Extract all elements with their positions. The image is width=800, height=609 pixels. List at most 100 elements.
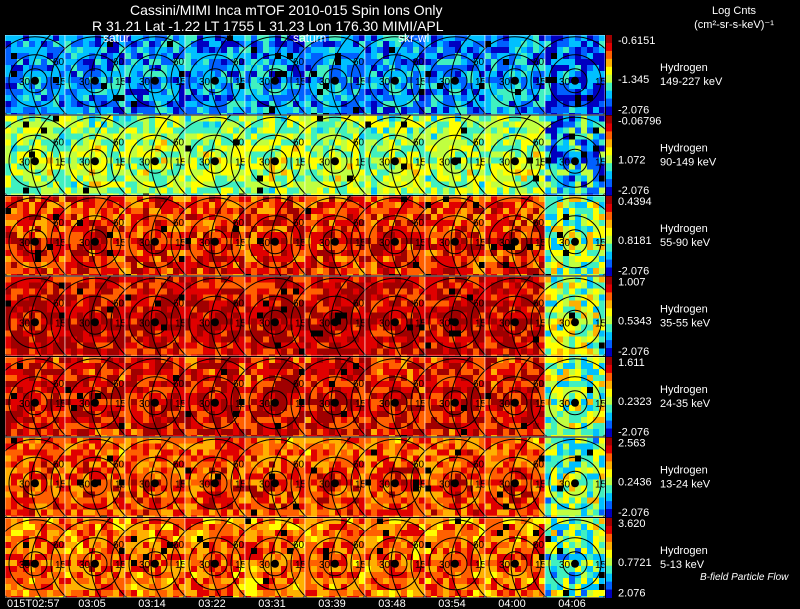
heatmap-cell bbox=[185, 238, 191, 244]
heatmap-cell bbox=[137, 113, 143, 115]
heatmap-cell bbox=[407, 65, 413, 71]
heatmap-cell bbox=[11, 157, 17, 164]
heatmap-cell bbox=[101, 163, 107, 170]
energy-band-row: 3060150306015030601503060150306015030601… bbox=[5, 115, 605, 195]
heatmap-cell bbox=[173, 294, 179, 301]
heatmap-cell bbox=[191, 238, 197, 244]
saturn-marker bbox=[31, 237, 39, 246]
heatmap-cell bbox=[107, 113, 113, 115]
heatmap-cell bbox=[317, 202, 323, 208]
heatmap-cell bbox=[461, 65, 467, 71]
heatmap-cell bbox=[65, 47, 71, 53]
heatmap-cell bbox=[71, 107, 77, 113]
heatmap-cell bbox=[41, 89, 47, 95]
heatmap-cell bbox=[197, 268, 203, 274]
heatmap-cell bbox=[359, 59, 365, 65]
heatmap-cell bbox=[53, 107, 59, 113]
heatmap-cell bbox=[395, 115, 401, 122]
heatmap-cell bbox=[485, 262, 491, 268]
heatmap-cell bbox=[311, 196, 317, 202]
heatmap-cell bbox=[503, 244, 509, 250]
heatmap-cell bbox=[47, 342, 53, 349]
heatmap-cell bbox=[173, 282, 179, 289]
heatmap-cell bbox=[131, 163, 137, 170]
heatmap-cell bbox=[131, 262, 137, 268]
heatmap-cell bbox=[341, 101, 347, 107]
heatmap-cell bbox=[53, 181, 59, 188]
heatmap-cell bbox=[407, 41, 413, 47]
pitch-angle-contour bbox=[510, 196, 531, 276]
heatmap-cell bbox=[227, 77, 233, 83]
heatmap-cell bbox=[221, 282, 227, 289]
saturn-marker bbox=[391, 76, 399, 85]
heatmap-cell bbox=[365, 65, 371, 71]
contour-level-label: 30 bbox=[199, 77, 211, 88]
heatmap-cell bbox=[383, 83, 389, 89]
heatmap-cell bbox=[17, 226, 23, 232]
heatmap-cell bbox=[197, 226, 203, 232]
heatmap-cell bbox=[467, 163, 473, 170]
heatmap-cell bbox=[89, 244, 95, 250]
heatmap-cell bbox=[161, 77, 167, 83]
heatmap-cell bbox=[485, 181, 491, 188]
heatmap-cell bbox=[359, 95, 365, 101]
heatmap-cell bbox=[11, 163, 17, 170]
heatmap-cell bbox=[401, 262, 407, 268]
heatmap-cell bbox=[83, 101, 89, 107]
heatmap-cell bbox=[173, 89, 179, 95]
heatmap-cell bbox=[119, 35, 125, 41]
heatmap-cell bbox=[11, 151, 17, 158]
heatmap-cell bbox=[227, 65, 233, 71]
heatmap-cell bbox=[209, 41, 215, 47]
heatmap-cell bbox=[305, 220, 311, 226]
heatmap-cell bbox=[53, 282, 59, 289]
heatmap-cell bbox=[191, 220, 197, 226]
heatmap-cell bbox=[443, 83, 449, 89]
heatmap-cell bbox=[485, 47, 491, 53]
heatmap-cell bbox=[377, 163, 383, 170]
heatmap-cell bbox=[185, 187, 191, 194]
heatmap-cell bbox=[497, 35, 503, 41]
heatmap-cell bbox=[473, 89, 479, 95]
heatmap-cell bbox=[179, 330, 185, 337]
heatmap-cell bbox=[431, 238, 437, 244]
heatmap-cell bbox=[425, 262, 431, 268]
heatmap-cell bbox=[215, 244, 221, 250]
heatmap-cell bbox=[227, 208, 233, 214]
heatmap-cell bbox=[119, 101, 125, 107]
heatmap-cell bbox=[221, 59, 227, 65]
heatmap-cell bbox=[53, 113, 59, 115]
heatmap-cell bbox=[227, 238, 233, 244]
heatmap-cell bbox=[233, 65, 239, 71]
heatmap-cell bbox=[455, 133, 461, 140]
heatmap-cell bbox=[137, 202, 143, 208]
heatmap-cell bbox=[251, 208, 257, 214]
heatmap-cell bbox=[59, 53, 65, 59]
heatmap-cell bbox=[161, 193, 167, 195]
heatmap-cell bbox=[257, 244, 263, 250]
heatmap-cell bbox=[5, 169, 11, 176]
heatmap-cell bbox=[17, 53, 23, 59]
heatmap-cell bbox=[353, 157, 359, 164]
heatmap-cell bbox=[575, 262, 581, 268]
heatmap-cell bbox=[5, 250, 11, 256]
heatmap-cell bbox=[389, 83, 395, 89]
heatmap-cell bbox=[107, 238, 113, 244]
heatmap-cell bbox=[107, 256, 113, 262]
heatmap-cell bbox=[557, 226, 563, 232]
heatmap-cell bbox=[257, 157, 263, 164]
heatmap-cell bbox=[299, 226, 305, 232]
heatmap-cell bbox=[521, 107, 527, 113]
heatmap-cell bbox=[395, 208, 401, 214]
heatmap-cell bbox=[269, 187, 275, 194]
heatmap-cell bbox=[413, 121, 419, 128]
heatmap-cell bbox=[497, 151, 503, 158]
heatmap-cell bbox=[119, 282, 125, 289]
heatmap-cell bbox=[479, 181, 485, 188]
heatmap-cell bbox=[155, 262, 161, 268]
heatmap-cell bbox=[101, 169, 107, 176]
heatmap-cell bbox=[341, 107, 347, 113]
